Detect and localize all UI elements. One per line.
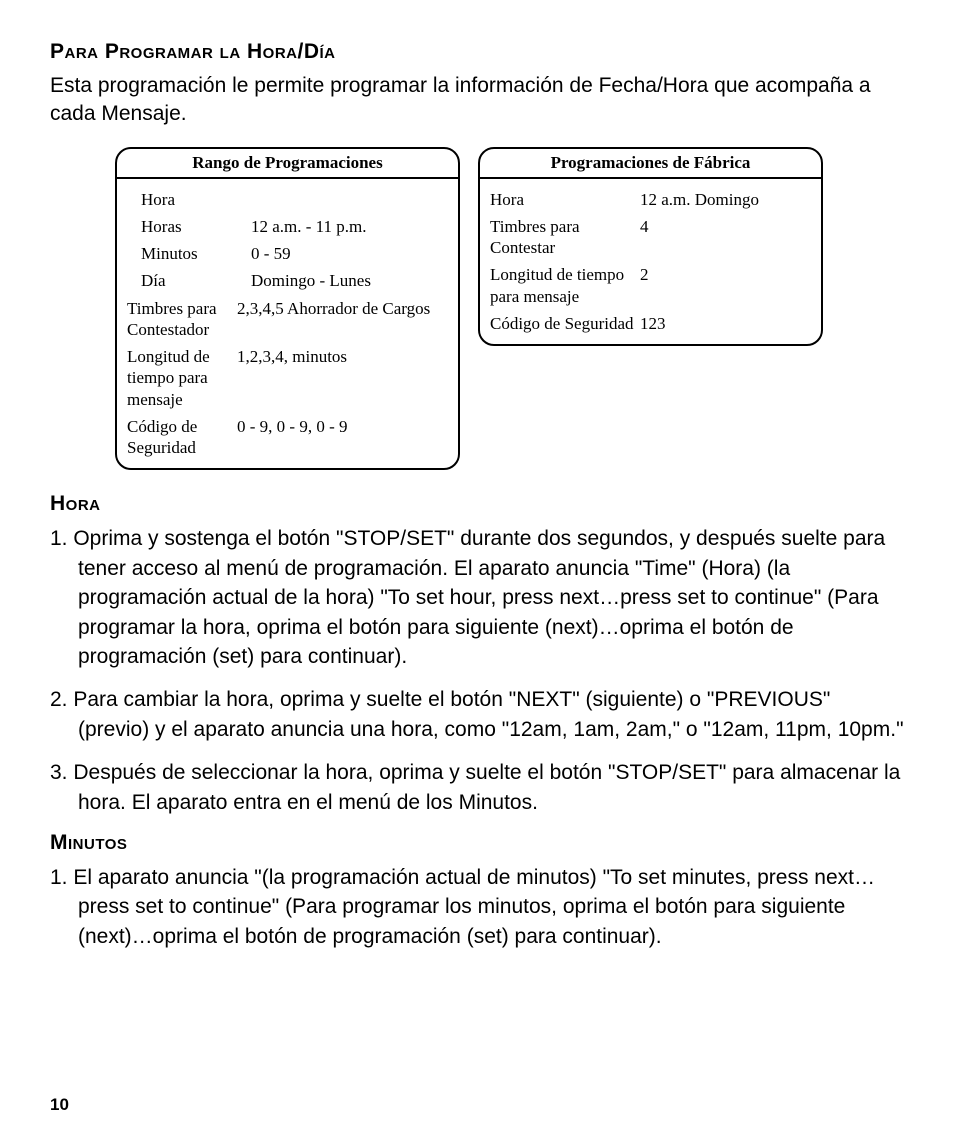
table-row: Hora [141,189,448,210]
list-item: 1. Oprima y sostenga el botón "STOP/SET"… [50,524,904,671]
table-row: Código de Seguridad 0 - 9, 0 - 9, 0 - 9 [127,416,448,459]
row-value: 0 - 9, 0 - 9, 0 - 9 [237,416,448,437]
row-label: Timbres para Contestar [490,216,640,259]
row-value: 0 - 59 [251,243,448,264]
factory-box-title: Programaciones de Fábrica [480,149,821,179]
range-box-body: Hora Horas 12 a.m. - 11 p.m. Minutos 0 -… [117,179,458,469]
table-row: Código de Seguridad 123 [490,313,811,334]
row-label: Hora [490,189,640,210]
factory-box: Programaciones de Fábrica Hora 12 a.m. D… [478,147,823,347]
heading-minutos: Minutos [50,831,904,855]
row-label: Longitud de tiempo para mensaje [127,346,237,410]
table-row: Minutos 0 - 59 [127,243,448,264]
row-value: 123 [640,313,811,334]
heading-hora: Hora [50,492,904,516]
row-label: Timbres para Contestador [127,298,237,341]
row-value: 12 a.m. Domingo [640,189,811,210]
row-value: 2,3,4,5 Ahorrador de Cargos [237,298,448,319]
heading-main: Para Programar la Hora/Día [50,40,904,64]
page-number: 10 [50,1095,69,1115]
row-value: 4 [640,216,811,237]
row-label: Horas [141,216,251,237]
table-row: Hora 12 a.m. Domingo [490,189,811,210]
intro-paragraph: Esta programación le permite programar l… [50,72,904,129]
range-box-title: Rango de Programaciones [117,149,458,179]
table-row: Longitud de tiempo para mensaje 2 [490,264,811,307]
row-value: 12 a.m. - 11 p.m. [251,216,448,237]
row-label: Minutos [141,243,251,264]
row-label: Código de Seguridad [490,313,640,334]
table-row: Longitud de tiempo para mensaje 1,2,3,4,… [127,346,448,410]
row-value: 2 [640,264,811,285]
range-box: Rango de Programaciones Hora Horas 12 a.… [115,147,460,471]
row-label: Día [141,270,251,291]
tables-row: Rango de Programaciones Hora Horas 12 a.… [115,147,904,471]
row-label: Longitud de tiempo para mensaje [490,264,640,307]
row-label: Código de Seguridad [127,416,237,459]
list-item: 2. Para cambiar la hora, oprima y suelte… [50,685,904,744]
row-value: 1,2,3,4, minutos [237,346,448,367]
table-row: Día Domingo - Lunes [127,270,448,291]
factory-box-body: Hora 12 a.m. Domingo Timbres para Contes… [480,179,821,345]
row-value: Domingo - Lunes [251,270,448,291]
table-row: Timbres para Contestador 2,3,4,5 Ahorrad… [127,298,448,341]
list-item: 1. El aparato anuncia "(la programación … [50,863,904,951]
table-row: Horas 12 a.m. - 11 p.m. [127,216,448,237]
table-row: Timbres para Contestar 4 [490,216,811,259]
list-item: 3. Después de seleccionar la hora, oprim… [50,758,904,817]
row-label: Hora [141,189,251,210]
